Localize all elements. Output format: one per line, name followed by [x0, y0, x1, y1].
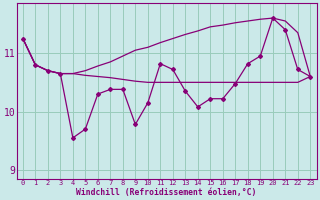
X-axis label: Windchill (Refroidissement éolien,°C): Windchill (Refroidissement éolien,°C) [76, 188, 257, 197]
